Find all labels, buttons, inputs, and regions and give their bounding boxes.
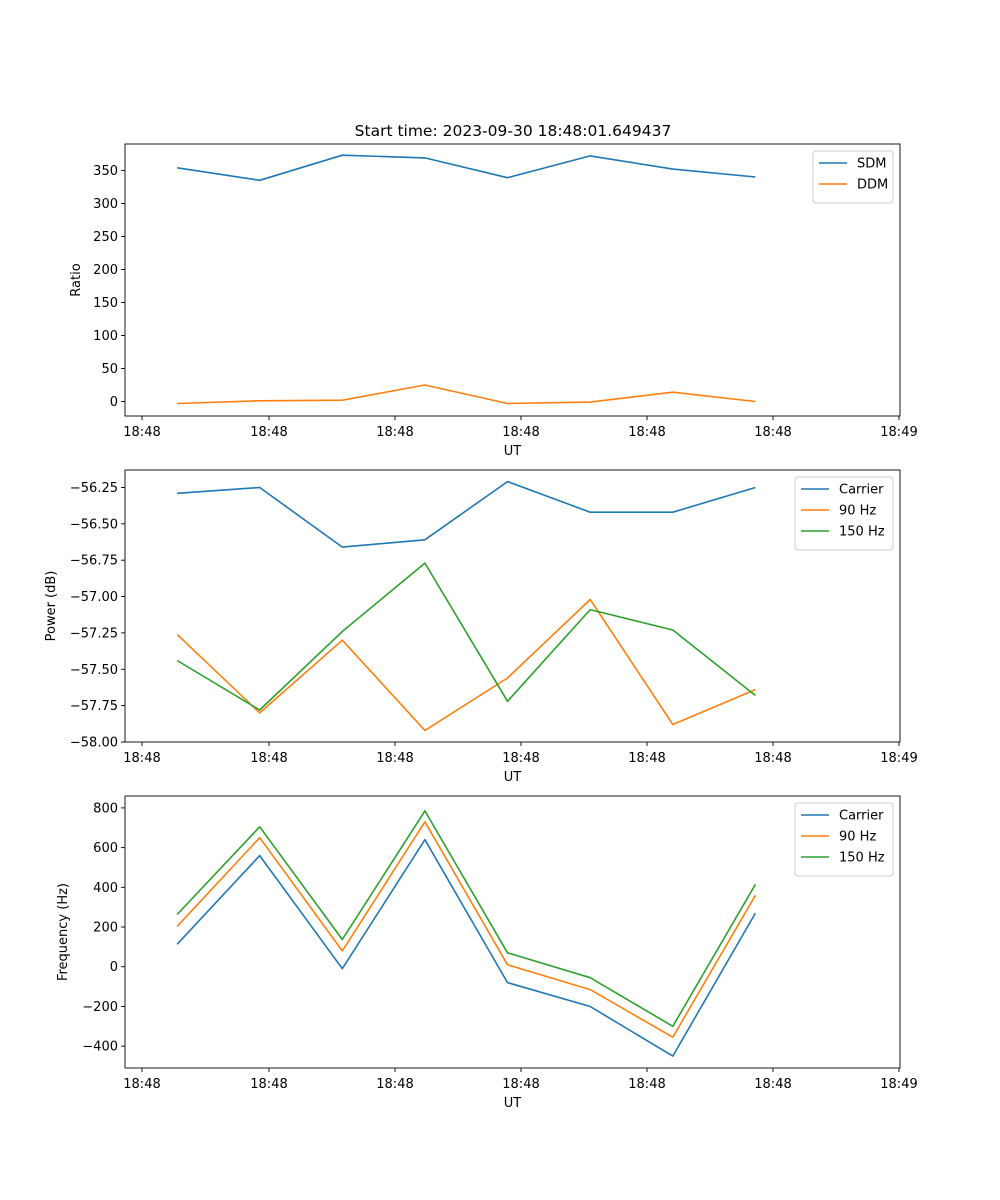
x-tick-label: 18:48 bbox=[250, 751, 287, 766]
legend-label: 90 Hz bbox=[839, 830, 876, 845]
legend-label: SDM bbox=[857, 157, 886, 172]
y-tick-label: 100 bbox=[93, 329, 118, 344]
series-line-90-hz bbox=[176, 598, 756, 732]
y-tick-label: −400 bbox=[82, 1040, 118, 1055]
y-tick-label: −56.75 bbox=[70, 554, 118, 569]
y-axis-label: Ratio bbox=[69, 263, 84, 296]
y-tick-label: −56.25 bbox=[70, 481, 118, 496]
y-tick-label: −57.25 bbox=[70, 626, 118, 641]
y-tick-label: 200 bbox=[93, 921, 118, 936]
legend-box bbox=[812, 150, 894, 204]
y-tick-label: −57.00 bbox=[70, 590, 118, 605]
y-tick-label: −57.75 bbox=[70, 699, 118, 714]
x-tick-label: 18:48 bbox=[376, 425, 413, 440]
x-tick-label: 18:48 bbox=[502, 1077, 539, 1092]
axes-2: −58.00 −57.75 −57.50 −57.25 −57.00 −56.75 −56.… bbox=[44, 469, 918, 785]
x-tick-label: 18:48 bbox=[754, 751, 791, 766]
y-tick-label: −58.00 bbox=[70, 736, 118, 751]
series-line-carrier bbox=[176, 838, 757, 1057]
y-axis-label: Power (dB) bbox=[44, 571, 59, 642]
legend-label: 150 Hz bbox=[839, 525, 885, 540]
x-tick-label: 18:48 bbox=[628, 1077, 665, 1092]
x-axis-label: UT bbox=[504, 444, 522, 459]
series-line-ddm bbox=[177, 384, 756, 405]
axes-1: 0 50 100 150 200 250 300 350 18:48 18:48 18:48 18:4… bbox=[69, 143, 918, 459]
x-tick-label: 18:48 bbox=[123, 1077, 160, 1092]
series-line-150-hz bbox=[176, 562, 756, 711]
y-tick-label: −200 bbox=[82, 1000, 118, 1015]
x-tick-label: 18:48 bbox=[376, 751, 413, 766]
y-tick-label: 800 bbox=[93, 801, 118, 816]
y-tick-label: 300 bbox=[93, 197, 118, 212]
x-tick-label: 18:48 bbox=[123, 425, 160, 440]
series-line-carrier bbox=[177, 480, 756, 548]
x-tick-label: 18:48 bbox=[628, 751, 665, 766]
y-tick-label: 150 bbox=[93, 296, 118, 311]
axes-3: −400 −200 0 200 400 600 800 18:48 18:48 18:48 18:4… bbox=[56, 795, 918, 1111]
x-tick-label: 18:48 bbox=[502, 751, 539, 766]
y-tick-label: 0 bbox=[110, 395, 118, 410]
series-line-150-hz bbox=[176, 810, 757, 1028]
y-tick-label: −56.50 bbox=[70, 517, 118, 532]
y-tick-label: −57.50 bbox=[70, 663, 118, 678]
x-tick-label: 18:48 bbox=[250, 1077, 287, 1092]
y-tick-label: 0 bbox=[110, 960, 118, 975]
y-tick-label: 200 bbox=[93, 263, 118, 278]
x-axis-label: UT bbox=[504, 1096, 522, 1111]
x-tick-label: 18:48 bbox=[123, 751, 160, 766]
x-tick-label: 18:48 bbox=[250, 425, 287, 440]
x-tick-label: 18:48 bbox=[754, 425, 791, 440]
x-tick-label: 18:48 bbox=[628, 425, 665, 440]
figure-title: Start time: 2023-09-30 18:48:01.649437 bbox=[355, 122, 672, 140]
y-axis-label: Frequency (Hz) bbox=[56, 883, 71, 981]
x-tick-label: 18:49 bbox=[880, 751, 917, 766]
x-tick-label: 18:49 bbox=[880, 425, 917, 440]
axes-frame bbox=[124, 143, 901, 417]
legend: Carrier 90 Hz 150 Hz bbox=[794, 476, 894, 551]
series-line-90-hz bbox=[176, 820, 757, 1038]
legend: Carrier 90 Hz 150 Hz bbox=[794, 802, 894, 877]
y-tick-label: 50 bbox=[101, 362, 118, 377]
legend: SDM DDM bbox=[812, 150, 894, 204]
panels: 0 50 100 150 200 250 300 350 18:48 18:48 18:48 18:4… bbox=[44, 143, 918, 1111]
legend-label: 90 Hz bbox=[839, 504, 876, 519]
legend-label: 150 Hz bbox=[839, 851, 885, 866]
legend-label: DDM bbox=[857, 178, 888, 193]
y-tick-label: 600 bbox=[93, 841, 118, 856]
series-line-sdm bbox=[176, 154, 756, 182]
legend-label: Carrier bbox=[839, 809, 884, 824]
y-tick-label: 350 bbox=[93, 164, 118, 179]
y-tick-label: 400 bbox=[93, 881, 118, 896]
axes-frame bbox=[124, 469, 901, 743]
y-tick-label: 250 bbox=[93, 230, 118, 245]
x-tick-label: 18:48 bbox=[754, 1077, 791, 1092]
axes-frame bbox=[124, 795, 901, 1069]
x-tick-label: 18:49 bbox=[880, 1077, 917, 1092]
x-tick-label: 18:48 bbox=[376, 1077, 413, 1092]
legend-label: Carrier bbox=[839, 483, 884, 498]
x-tick-label: 18:48 bbox=[502, 425, 539, 440]
x-axis-label: UT bbox=[504, 770, 522, 785]
